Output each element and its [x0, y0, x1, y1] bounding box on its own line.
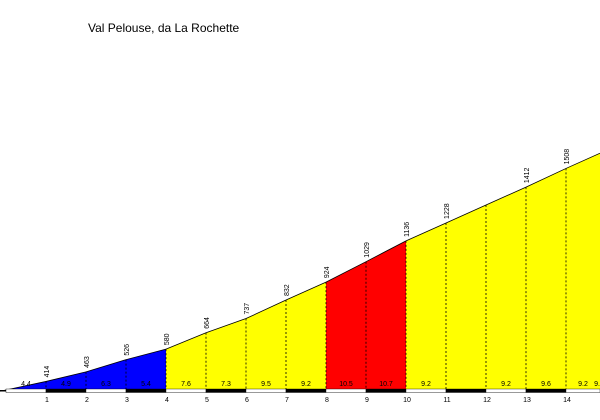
- x-tick-label: 11: [443, 397, 450, 404]
- profile-outline-10: [365, 240, 407, 263]
- elevation-label: 1029: [364, 242, 371, 258]
- distance-axis: 123456789101112131415: [0, 388, 600, 404]
- profile-segment-10: [366, 240, 406, 390]
- x-tick-label: 9: [365, 397, 369, 404]
- gradient-label: 4.9: [61, 381, 71, 388]
- km-bar-segment: [85, 388, 127, 393]
- elevation-labels: 414 463 526 580 664 737 832 924 1029 1136 1228 1412…: [44, 149, 571, 378]
- elevation-label: 1412: [524, 167, 531, 183]
- gradient-label: 7.6: [181, 381, 191, 388]
- elevation-label: 737: [244, 303, 251, 315]
- gradient-label: 9.5: [261, 381, 271, 388]
- gradient-label: 10.7: [379, 381, 393, 388]
- gradient-label: 9.1: [594, 381, 600, 388]
- profile-outline-15: [565, 152, 600, 169]
- profile-outline-3: [85, 359, 127, 373]
- km-bar-segment: [125, 388, 167, 393]
- x-tick-label: 4: [165, 397, 169, 404]
- gradient-label: 4.4: [21, 381, 31, 388]
- elevation-label: 526: [124, 344, 131, 356]
- profile-outline-11: [405, 222, 447, 242]
- gradient-label: 9.2: [501, 381, 511, 388]
- x-tick-label: 7: [285, 397, 289, 404]
- km-bar-segment: [405, 388, 447, 393]
- elevation-label: 414: [44, 366, 51, 378]
- x-tick-label: 5: [205, 397, 209, 404]
- profile-outline-6: [205, 318, 247, 334]
- km-bar-segment: [45, 388, 87, 393]
- profile-segment-6: [206, 318, 246, 390]
- profile-segments: 4.4 4.9 6.3 5.4 7.6 7.3 9.5 9.2 10.5 10.7 9.2 9.2 9.…: [0, 152, 600, 392]
- profile-segment-3: [86, 359, 126, 390]
- profile-segment-9: [326, 261, 366, 390]
- profile-segment-8: [286, 282, 326, 390]
- gradient-label: 9.2: [421, 381, 431, 388]
- profile-segment-11: [406, 222, 446, 390]
- profile-segment-7: [246, 300, 286, 390]
- x-tick-label: 2: [85, 397, 89, 404]
- profile-segment-13: [486, 187, 526, 390]
- x-tick-label: 10: [403, 397, 411, 404]
- km-bar-segment: [485, 388, 527, 393]
- km-bar-segment: [445, 388, 487, 393]
- profile-segment-15: [566, 153, 600, 390]
- profile-outline-12: [445, 204, 487, 224]
- gradient-label: 9.2: [578, 381, 588, 388]
- chart-title: Val Pelouse, da La Rochette: [88, 21, 240, 35]
- profile-outline-4: [125, 348, 167, 361]
- elevation-label: 832: [284, 284, 291, 296]
- km-bar-segment: [525, 388, 567, 393]
- x-tick-label: 14: [563, 397, 571, 404]
- km-bar-segment: [365, 388, 407, 393]
- gradient-label: 9.2: [301, 381, 311, 388]
- profile-outline-8: [285, 281, 327, 301]
- profile-segment-2: [46, 371, 86, 390]
- profile-segment-4: [126, 349, 166, 390]
- km-bar-segment: [325, 388, 367, 393]
- profile-segment-5: [166, 332, 206, 390]
- km-bar-segment: [285, 388, 327, 393]
- x-tick-label: 12: [483, 397, 491, 404]
- km-bar-segment: [205, 388, 247, 393]
- profile-outline-13: [485, 186, 527, 206]
- x-tick-label: 6: [245, 397, 249, 404]
- gradient-label: 10.5: [339, 381, 353, 388]
- profile-segment-12: [446, 205, 486, 390]
- elevation-label: 664: [204, 317, 211, 329]
- elevation-label: 1508: [564, 149, 571, 165]
- x-tick-label: 1: [45, 397, 49, 404]
- elevation-label: 1228: [444, 203, 451, 219]
- gradient-label: 6.3: [101, 381, 111, 388]
- profile-outline-14: [525, 168, 567, 188]
- km-bar-segment: [245, 388, 287, 393]
- km-bar-segment: [165, 388, 207, 393]
- profile-outline-9: [325, 261, 367, 283]
- x-tick-label: 8: [325, 397, 329, 404]
- profile-outline-7: [245, 299, 287, 319]
- km-bar-segment: [565, 388, 600, 393]
- x-tick-label: 3: [125, 397, 129, 404]
- elevation-label: 1136: [404, 222, 411, 237]
- profile-segment-14: [526, 168, 566, 390]
- gradient-label: 5.4: [141, 381, 151, 388]
- profile-outline-5: [165, 332, 207, 350]
- km-dividers: [45, 168, 567, 390]
- km-bar-segment: [5, 388, 47, 393]
- x-tick-label: 13: [523, 397, 531, 404]
- gradient-label: 7.3: [221, 381, 231, 388]
- gradient-label: 9.6: [541, 381, 551, 388]
- elevation-label: 580: [164, 333, 171, 345]
- elevation-label: 924: [324, 266, 331, 278]
- profile-outline-2: [45, 371, 87, 382]
- elevation-label: 463: [84, 356, 91, 368]
